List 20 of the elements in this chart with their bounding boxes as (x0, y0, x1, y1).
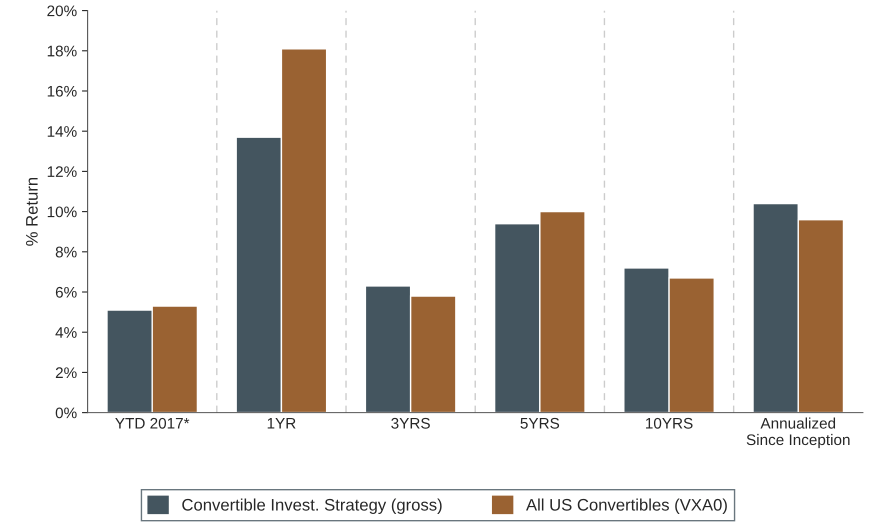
y-tick-label: 8% (56, 246, 77, 258)
y-tick-label: 20% (47, 5, 77, 16)
legend-label: All US Convertibles (VXA0) (526, 498, 727, 514)
y-tick-label: 18% (48, 46, 77, 56)
x-tick-label: 10YRS (646, 418, 693, 429)
y-tick-label: 14% (48, 126, 77, 137)
y-tick-label: 2% (56, 367, 77, 378)
y-tick-label: 0% (56, 407, 77, 418)
x-tick-label: 1YR (268, 418, 296, 429)
y-tick-label: 16% (48, 86, 77, 97)
x-tick-label: 5YRS (520, 418, 560, 429)
x-tick-label: Annualized Since Inception (746, 417, 850, 448)
y-tick-label: 6% (56, 286, 77, 298)
x-tick-label: 3YRS (391, 418, 430, 429)
y-tick-label: 10% (48, 206, 77, 218)
y-axis-title: % Return (26, 178, 38, 246)
x-tick-label: YTD 2017* (115, 418, 190, 429)
legend-label: Convertible Invest. Strategy (gross) (182, 498, 442, 514)
y-tick-label: 4% (55, 327, 77, 338)
y-tick-label: 12% (48, 166, 77, 178)
